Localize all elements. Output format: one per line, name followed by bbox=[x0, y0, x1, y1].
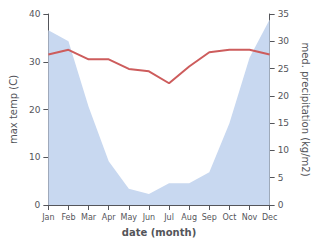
svg-text:5: 5 bbox=[278, 173, 284, 183]
svg-text:med. precipitation (kg/m2): med. precipitation (kg/m2) bbox=[300, 42, 311, 176]
svg-text:Apr: Apr bbox=[102, 213, 117, 222]
svg-text:10: 10 bbox=[29, 152, 41, 162]
svg-text:Aug: Aug bbox=[181, 213, 197, 222]
svg-text:Dec: Dec bbox=[262, 213, 277, 222]
svg-text:date (month): date (month) bbox=[122, 227, 196, 238]
svg-text:Jul: Jul bbox=[163, 213, 174, 222]
svg-text:0: 0 bbox=[278, 200, 284, 210]
svg-text:Jun: Jun bbox=[142, 213, 156, 222]
svg-text:0: 0 bbox=[35, 200, 41, 210]
svg-text:20: 20 bbox=[278, 91, 290, 101]
svg-text:35: 35 bbox=[278, 9, 289, 19]
svg-text:Oct: Oct bbox=[222, 213, 236, 222]
svg-text:Jan: Jan bbox=[41, 213, 54, 222]
svg-text:Sep: Sep bbox=[202, 213, 217, 222]
svg-text:25: 25 bbox=[278, 64, 289, 74]
svg-text:40: 40 bbox=[29, 9, 41, 19]
svg-text:15: 15 bbox=[278, 118, 289, 128]
svg-text:max temp (C): max temp (C) bbox=[8, 75, 19, 144]
svg-text:Nov: Nov bbox=[242, 213, 258, 222]
svg-text:Feb: Feb bbox=[61, 213, 75, 222]
svg-text:10: 10 bbox=[278, 145, 290, 155]
svg-text:30: 30 bbox=[278, 36, 290, 46]
svg-text:20: 20 bbox=[29, 105, 41, 115]
svg-text:Mar: Mar bbox=[81, 213, 97, 222]
svg-text:May: May bbox=[121, 213, 138, 222]
svg-text:30: 30 bbox=[29, 57, 41, 67]
